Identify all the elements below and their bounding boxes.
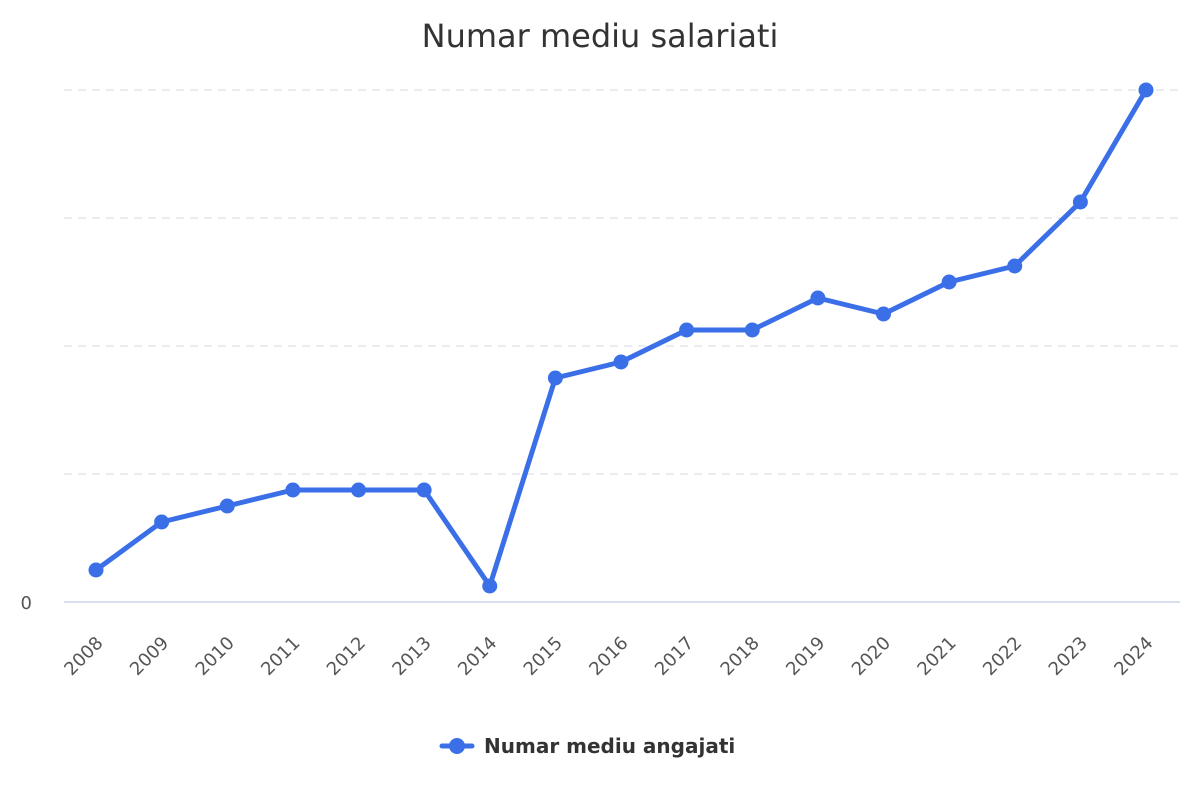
x-tick-label: 2008 [60,633,107,680]
data-point[interactable] [810,290,826,306]
data-point[interactable] [1072,194,1088,210]
data-point[interactable] [744,322,760,338]
data-point[interactable] [613,354,629,370]
x-tick-label: 2018 [717,633,764,680]
legend-dot-marker [449,738,465,754]
grid-lines [64,89,1180,475]
data-point[interactable] [219,498,235,514]
legend-label: Numar mediu angajati [484,734,735,758]
data-point[interactable] [351,482,366,498]
data-point[interactable] [876,306,891,322]
data-point[interactable] [482,578,498,594]
x-tick-label: 2012 [323,633,370,680]
x-tick-label: 2015 [520,633,567,680]
data-point[interactable] [1007,258,1023,274]
x-tick-label: 2024 [1110,633,1157,680]
series-line [93,87,1149,589]
y-axis-ticks: 0 [21,593,32,614]
data-point[interactable] [416,482,432,498]
x-tick-label: 2014 [454,633,501,680]
x-tick-label: 2009 [126,633,173,680]
x-tick-label: 2016 [585,633,632,680]
x-tick-label: 2017 [651,633,698,680]
x-tick-label: 2011 [257,633,304,680]
series-layer [88,82,1154,594]
data-point[interactable] [154,514,170,530]
data-point[interactable] [1138,82,1154,98]
x-tick-label: 2022 [979,633,1026,680]
y-tick-label: 0 [21,593,32,614]
legend[interactable]: Numar mediu angajati [439,734,735,758]
data-point[interactable] [547,370,563,386]
x-axis-ticks: 2008 2009 2010 2011 2012 2013 2014 2015 2016 2017… [60,633,1157,680]
x-tick-label: 2020 [848,633,895,680]
data-point[interactable] [285,482,301,498]
chart-title: Numar mediu salariati [422,17,779,55]
data-point[interactable] [679,322,695,338]
x-tick-label: 2010 [192,633,239,680]
data-point[interactable] [941,274,957,290]
x-tick-label: 2021 [913,633,960,680]
x-tick-label: 2023 [1045,633,1092,680]
x-tick-label: 2019 [782,633,829,680]
x-tick-label: 2013 [388,633,435,680]
data-point[interactable] [88,562,104,578]
